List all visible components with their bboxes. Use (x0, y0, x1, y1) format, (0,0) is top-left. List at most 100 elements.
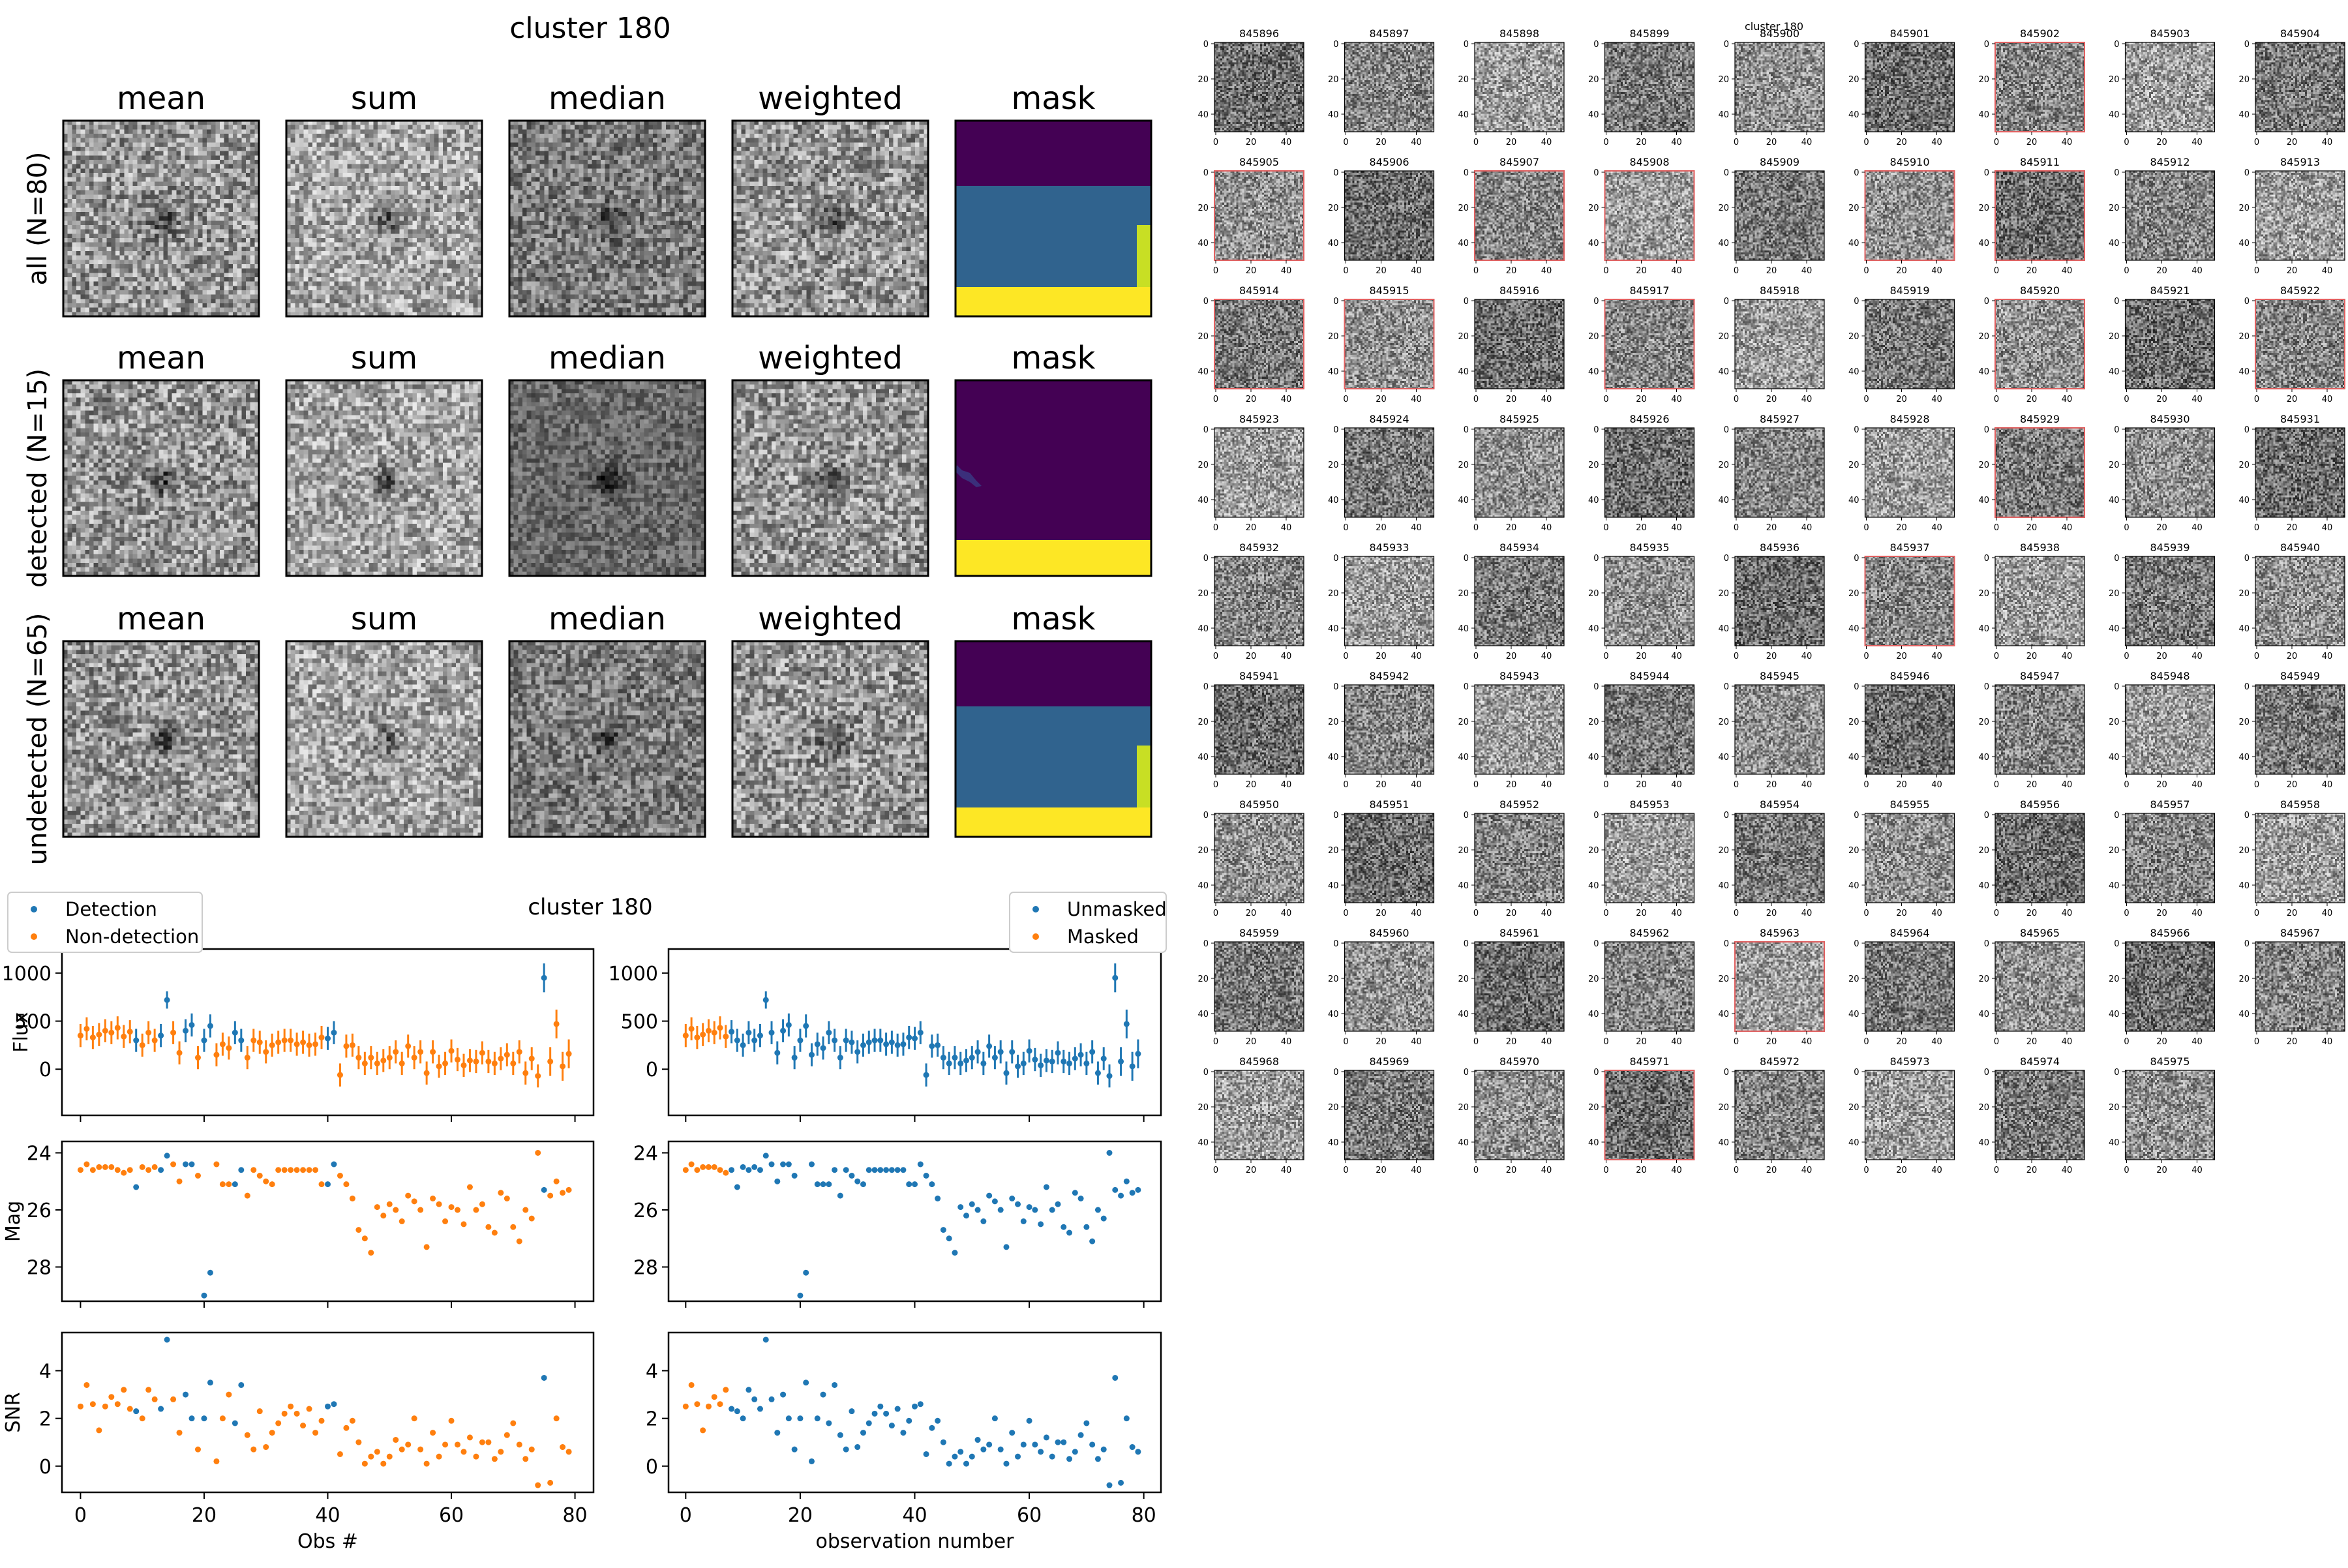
data-point (466, 1057, 473, 1064)
thumbnail-x-tick-label: 0 (1863, 780, 1869, 790)
data-point (77, 1167, 83, 1173)
data-point (923, 1072, 929, 1078)
thumbnail-x-tick-label: 40 (1281, 780, 1292, 790)
data-point (89, 1401, 96, 1408)
data-point (980, 1218, 987, 1224)
thumbnail-845919: 845919 0 20 40 0 20 40 (1848, 284, 1955, 404)
thumbnail-y-tick-label: 40 (1718, 624, 1729, 634)
data-point (935, 1042, 941, 1048)
stack-image-weighted (732, 380, 928, 576)
thumbnail-x-tick-label: 40 (1671, 138, 1682, 147)
x-tick-label: 20 (788, 1504, 813, 1527)
thumbnail-image (1475, 942, 1564, 1031)
data-point (717, 1025, 723, 1031)
thumbnail-x-tick-label: 0 (1473, 780, 1479, 790)
data-point (1043, 1057, 1049, 1064)
thumbnail-y-tick-label: 40 (1588, 496, 1599, 505)
thumbnail-x-tick-label: 20 (1246, 138, 1257, 147)
data-point (368, 1250, 374, 1256)
data-point (935, 1196, 941, 1201)
thumbnail-845931: 845931 0 20 40 0 20 40 (2238, 413, 2345, 533)
data-point (745, 1387, 752, 1393)
data-point (176, 1049, 183, 1056)
data-point (102, 1164, 108, 1170)
thumbnail-x-tick-label: 40 (2322, 652, 2333, 661)
thumbnail-845899: 845899 0 20 40 0 20 40 (1588, 27, 1695, 147)
thumbnail-x-tick-label: 20 (2026, 266, 2038, 276)
thumbnail-y-tick-label: 20 (1978, 460, 1989, 470)
thumbnail-x-tick-label: 40 (2322, 909, 2333, 918)
thumbnail-x-tick-label: 40 (1801, 1166, 1813, 1175)
data-point (814, 1415, 820, 1422)
thumbnail-y-tick-label: 40 (1588, 1138, 1599, 1148)
thumbnail-y-tick-label: 40 (2109, 624, 2120, 634)
thumbnail-y-tick-label: 20 (2109, 75, 2120, 85)
column-label-mean: mean (117, 80, 205, 117)
data-point (1072, 1190, 1078, 1196)
thumbnail-label: 845929 (2020, 413, 2060, 425)
thumbnail-x-tick-label: 40 (1671, 395, 1682, 404)
data-point (300, 1167, 307, 1173)
data-point (688, 1025, 695, 1032)
data-point (997, 1446, 1004, 1453)
thumbnail-image (1344, 942, 1434, 1031)
data-point (522, 1070, 529, 1076)
row-label: all (N=80) (23, 152, 53, 286)
thumbnail-y-tick-label: 0 (1203, 425, 1209, 435)
data-point (894, 1406, 901, 1412)
data-point (337, 1451, 343, 1457)
thumbnail-845918: 845918 0 20 40 0 20 40 (1718, 284, 1825, 404)
data-point (294, 1041, 300, 1048)
data-point (762, 1153, 769, 1159)
data-point (1015, 1063, 1021, 1070)
data-point (306, 1167, 312, 1173)
thumbnail-y-tick-label: 40 (1848, 110, 1859, 120)
data-point (974, 1049, 981, 1055)
thumbnail-frame (1734, 684, 1825, 775)
data-point (269, 1042, 275, 1048)
thumbnail-label: 845952 (1499, 798, 1539, 811)
thumbnail-x-tick-label: 0 (1863, 1037, 1869, 1047)
thumbnail-x-tick-label: 0 (1213, 395, 1218, 404)
data-point (343, 1425, 350, 1431)
chart-flux-right: 0 500 1000 Unmasked Masked (609, 892, 1167, 1122)
data-point (281, 1167, 288, 1173)
data-point (1106, 1150, 1113, 1156)
thumbnail-y-tick-label: 0 (1854, 682, 1859, 692)
thumbnail-image (1475, 556, 1564, 646)
thumbnail-x-tick-label: 0 (1863, 652, 1869, 661)
data-point (405, 1192, 412, 1199)
thumbnail-y-tick-label: 20 (2109, 589, 2120, 599)
thumbnail-y-tick-label: 0 (1593, 40, 1599, 50)
thumbnail-image (1735, 1070, 1824, 1160)
data-point (318, 1181, 325, 1188)
thumbnail-y-tick-label: 20 (2238, 974, 2250, 984)
data-point (306, 1406, 312, 1412)
data-point (946, 1235, 952, 1242)
thumbnail-frame (1344, 427, 1435, 518)
thumbnail-label: 845956 (2020, 798, 2060, 811)
thumbnail-845914: 845914 0 20 40 0 20 40 (1197, 284, 1304, 404)
thumbnail-image (1214, 685, 1304, 774)
thumbnail-y-tick-label: 20 (1588, 717, 1599, 727)
thumbnail-frame (1994, 427, 2085, 518)
thumbnail-x-tick-label: 40 (2062, 652, 2073, 661)
data-point (682, 1033, 689, 1039)
thumbnail-x-tick-label: 20 (1766, 1037, 1777, 1047)
thumbnail-x-tick-label: 20 (1376, 523, 1387, 533)
thumbnail-x-tick-label: 20 (1506, 266, 1517, 276)
thumbnail-image (2255, 171, 2345, 260)
thumbnail-x-tick-label: 0 (1473, 1166, 1479, 1175)
data-point (1129, 1190, 1136, 1196)
data-point (1003, 1460, 1010, 1467)
data-point (565, 1449, 572, 1455)
thumbnail-image (1214, 813, 1304, 903)
thumbnail-image (1344, 171, 1434, 260)
data-point (77, 1033, 83, 1039)
thumbnail-y-tick-label: 40 (1588, 110, 1599, 120)
thumbnail-x-tick-label: 40 (1541, 652, 1552, 661)
thumbnail-label: 845901 (1889, 27, 1929, 40)
thumbnail-y-tick-label: 20 (1197, 332, 1209, 342)
data-point (158, 1033, 164, 1039)
